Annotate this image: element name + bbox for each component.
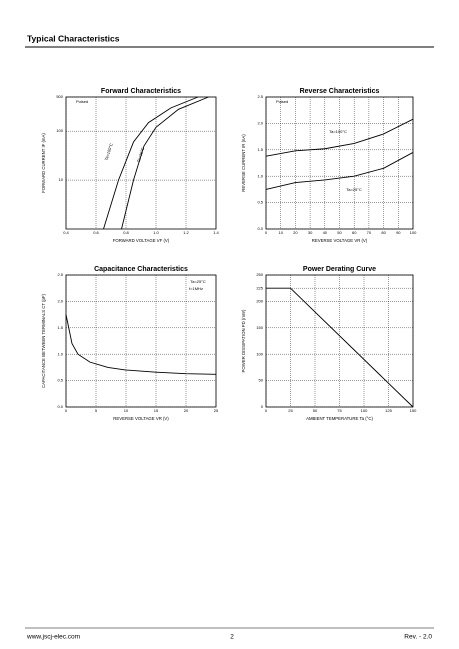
x-tick-label: 5 (95, 408, 98, 413)
x-tick-label: 1.4 (213, 230, 219, 235)
page-title: Typical Characteristics (27, 33, 120, 43)
x-tick-label: 10 (124, 408, 129, 413)
x-tick-label: 1.0 (153, 230, 159, 235)
x-axis-label: REVERSE VOLTAGE VR (V) (113, 416, 169, 421)
annotation: f=1MHz (189, 286, 203, 291)
y-tick-label: 2.5 (257, 94, 263, 99)
x-tick-label: 0.6 (93, 230, 99, 235)
x-tick-label: 70 (367, 230, 372, 235)
x-tick-label: 25 (214, 408, 219, 413)
data-line (121, 96, 209, 230)
x-tick-label: 50 (337, 230, 342, 235)
x-tick-label: 0 (265, 230, 268, 235)
y-tick-label: 1.0 (257, 173, 263, 178)
data-line (103, 96, 199, 230)
y-tick-label: 1.5 (257, 147, 263, 152)
data-line (266, 287, 414, 408)
x-tick-label: 150 (410, 408, 417, 413)
x-tick-label: 25 (288, 408, 293, 413)
y-tick-label: 200 (256, 298, 263, 303)
x-axis-label: AMBIENT TEMPERATURE Ta (°C) (306, 416, 373, 421)
x-tick-label: 0 (65, 408, 68, 413)
x-tick-label: 0.4 (63, 230, 69, 235)
y-tick-label: 150 (256, 325, 263, 330)
annotation: Pulsed (276, 99, 288, 104)
annotation: Ta=25°C (190, 279, 206, 284)
x-tick-label: 10 (278, 230, 283, 235)
chart-title: Forward Characteristics (101, 88, 181, 95)
plot-frame (265, 96, 414, 230)
curve-label: Ta=25°C (346, 187, 362, 192)
x-tick-label: 20 (293, 230, 298, 235)
y-tick-label: 2.0 (257, 120, 263, 125)
x-tick-label: 100 (361, 408, 368, 413)
data-line (265, 152, 414, 190)
x-tick-label: 125 (385, 408, 392, 413)
footer-website: www.jscj-elec.com (26, 634, 80, 641)
x-tick-label: 40 (323, 230, 328, 235)
x-tick-label: 15 (154, 408, 159, 413)
y-tick-label: 50 (259, 378, 264, 383)
x-tick-label: 60 (352, 230, 357, 235)
x-tick-label: 75 (337, 408, 342, 413)
y-tick-label: 250 (256, 272, 263, 277)
x-tick-label: 90 (396, 230, 401, 235)
chart-title: Power Derating Curve (303, 266, 376, 273)
plot-frame (65, 96, 217, 230)
curve-label: Ta=25°C (136, 147, 146, 163)
y-tick-label: 1.0 (57, 351, 63, 356)
x-tick-label: 80 (381, 230, 386, 235)
y-tick-label: 225 (256, 285, 263, 290)
plot-frame (65, 274, 217, 408)
x-tick-label: 30 (308, 230, 313, 235)
chart-title: Capacitance Characteristics (94, 266, 188, 273)
footer-revision: Rev. - 2.0 (404, 634, 432, 641)
y-tick-label: 0.5 (257, 200, 263, 205)
y-axis-label: REVERSE CURRENT IR (nA) (241, 134, 246, 192)
plot-frame (265, 274, 414, 408)
x-tick-label: 0.8 (123, 230, 129, 235)
y-axis-label: POWER DISSIPATION PD (mW) (241, 309, 246, 372)
y-tick-label: 10 (59, 177, 64, 182)
y-tick-label: 500 (56, 94, 63, 99)
footer-page: 2 (230, 634, 234, 641)
x-axis-label: REVERSE VOLTAGE VR (V) (312, 238, 368, 243)
x-tick-label: 0 (265, 408, 268, 413)
x-axis-label: FORWARD VOLTAGE VF (V) (113, 238, 170, 243)
curve-label: Ta=100°C (329, 129, 347, 134)
y-tick-label: 100 (56, 128, 63, 133)
annotation: Pulsed (76, 99, 88, 104)
y-tick-label: 0 (261, 404, 264, 409)
chart-title: Reverse Characteristics (300, 88, 380, 95)
data-line (265, 118, 414, 157)
y-tick-label: 2.5 (57, 272, 63, 277)
y-axis-label: FORWARD CURRENT IF (mA) (41, 133, 46, 193)
y-tick-label: 2.0 (57, 298, 63, 303)
data-line (65, 314, 217, 375)
y-tick-label: 100 (256, 351, 263, 356)
x-tick-label: 50 (313, 408, 318, 413)
y-axis-label: CAPACITANCE BETWEEN TERMINALS CT (pF) (41, 293, 46, 388)
y-tick-label: 0.0 (57, 404, 63, 409)
y-tick-label: 0.5 (57, 378, 63, 383)
curve-label: Ta=100°C (103, 143, 113, 162)
x-tick-label: 100 (410, 230, 417, 235)
y-tick-label: 0.0 (257, 226, 263, 231)
y-tick-label: 1.5 (57, 325, 63, 330)
x-tick-label: 1.2 (183, 230, 189, 235)
x-tick-label: 20 (184, 408, 189, 413)
